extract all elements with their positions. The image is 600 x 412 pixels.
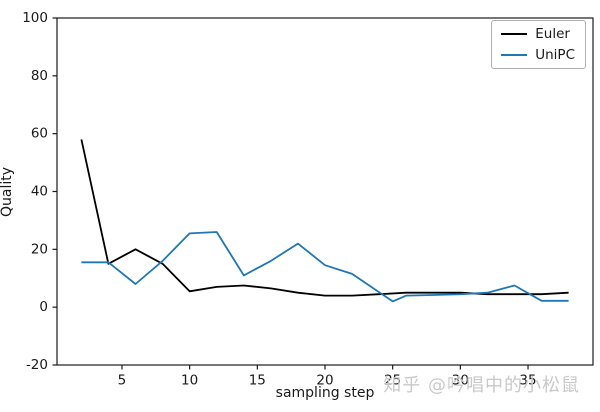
x-axis-label: sampling step xyxy=(275,385,375,401)
series-line-euler xyxy=(80,139,569,297)
axes-frame xyxy=(56,17,594,366)
y-tick-label: 100 xyxy=(22,10,48,26)
y-tick-label: 0 xyxy=(39,299,48,315)
y-tick-label: -20 xyxy=(26,357,48,373)
x-tick-label: 15 xyxy=(249,373,266,389)
legend-item-unipc: UniPC xyxy=(501,47,575,63)
x-tick-label: 5 xyxy=(118,373,127,389)
y-tick-label: 80 xyxy=(31,68,48,84)
y-tick-label: 20 xyxy=(31,241,48,257)
x-tick-label: 20 xyxy=(316,373,333,389)
y-tick-label: 40 xyxy=(31,184,48,200)
legend-item-euler: Euler xyxy=(501,26,575,42)
x-tick-label: 25 xyxy=(384,373,401,389)
legend-line-sample-unipc xyxy=(501,54,528,57)
legend-line-sample-euler xyxy=(501,33,528,36)
legend-label-euler: Euler xyxy=(535,26,570,42)
x-tick-label: 10 xyxy=(181,373,198,389)
legend-label-unipc: UniPC xyxy=(535,47,575,64)
legend: Euler UniPC xyxy=(491,20,586,70)
x-tick-label: 30 xyxy=(452,373,469,389)
series-line-unipc xyxy=(81,231,569,303)
y-axis-label: Quality xyxy=(0,166,15,218)
x-tick-label: 35 xyxy=(519,373,536,389)
y-tick-label: 60 xyxy=(31,126,48,142)
